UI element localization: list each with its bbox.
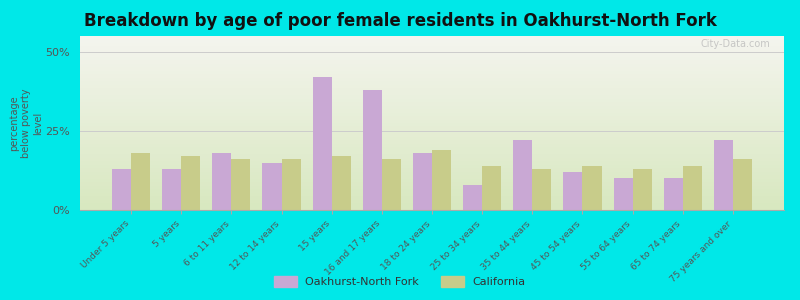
Bar [682,166,702,210]
Bar [212,153,231,210]
Bar [80,182,784,186]
Bar [80,53,784,57]
Bar [733,159,752,210]
Bar [80,165,784,168]
Bar [80,203,784,206]
Bar [514,140,532,210]
Bar [80,186,784,189]
Bar [80,81,784,85]
Bar [313,77,332,210]
Bar [614,178,633,210]
Bar [80,112,784,116]
Bar [80,154,784,158]
Bar [262,163,282,210]
Bar [80,46,784,50]
Bar [80,158,784,161]
Bar [112,169,131,210]
Bar [80,147,784,151]
Bar [332,156,350,210]
Bar [80,67,784,71]
Bar [80,151,784,154]
Bar [80,64,784,67]
Bar [80,92,784,95]
Y-axis label: percentage
below poverty
level: percentage below poverty level [10,88,42,158]
Bar [80,106,784,109]
Bar [80,168,784,172]
Bar [80,50,784,53]
Bar [80,99,784,102]
Bar [80,189,784,193]
Bar [563,172,582,210]
Bar [80,74,784,78]
Bar [131,153,150,210]
Bar [382,159,401,210]
Bar [80,40,784,43]
Bar [80,161,784,165]
Bar [80,85,784,88]
Bar [80,78,784,81]
Bar [80,144,784,147]
Bar [282,159,301,210]
Bar [80,196,784,200]
Bar [80,193,784,196]
Text: City-Data.com: City-Data.com [700,40,770,50]
Bar [362,90,382,210]
Bar [80,123,784,127]
Bar [80,116,784,119]
Bar [482,166,502,210]
Bar [413,153,432,210]
Bar [80,140,784,144]
Bar [714,140,733,210]
Bar [80,60,784,64]
Bar [80,57,784,60]
Bar [80,109,784,112]
Bar [80,179,784,182]
Bar [664,178,682,210]
Bar [80,43,784,46]
Text: Breakdown by age of poor female residents in Oakhurst-North Fork: Breakdown by age of poor female resident… [83,12,717,30]
Bar [532,169,551,210]
Bar [80,102,784,106]
Bar [80,88,784,92]
Bar [582,166,602,210]
Legend: Oakhurst-North Fork, California: Oakhurst-North Fork, California [270,271,530,291]
Bar [80,127,784,130]
Bar [463,185,482,210]
Bar [432,150,451,210]
Bar [633,169,652,210]
Bar [80,71,784,74]
Bar [162,169,182,210]
Bar [80,206,784,210]
Bar [80,36,784,40]
Bar [80,172,784,175]
Bar [80,119,784,123]
Bar [80,200,784,203]
Bar [80,134,784,137]
Bar [80,137,784,140]
Bar [182,156,200,210]
Bar [80,175,784,179]
Bar [80,95,784,99]
Bar [80,130,784,134]
Bar [231,159,250,210]
